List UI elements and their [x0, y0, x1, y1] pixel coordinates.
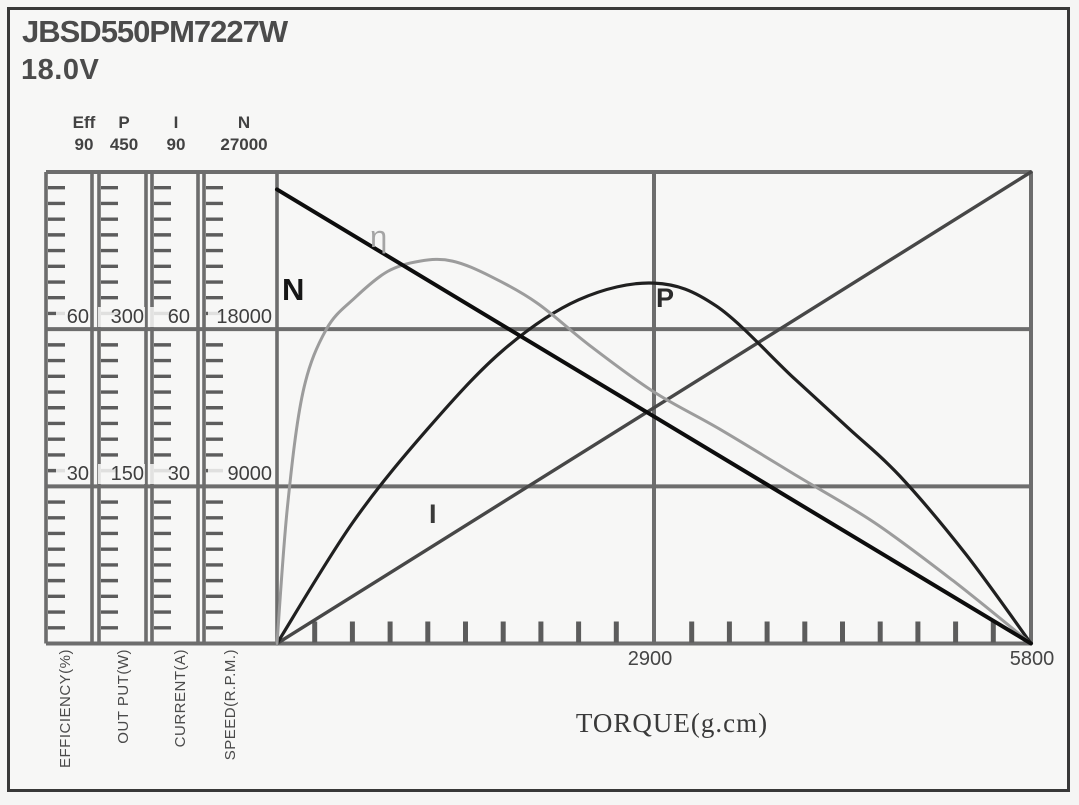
axis-max-value: 450 [109, 135, 139, 154]
curve-efficiency [275, 257, 1033, 645]
axis-low-value-current: 30 [150, 464, 191, 484]
curve-speed [275, 187, 1033, 646]
axis-name: N [237, 113, 251, 132]
axis-header-current: I 90 [126, 112, 226, 156]
axis-header-speed: N 27000 [194, 112, 294, 156]
x-tick-label-5800: 5800 [1009, 648, 1055, 670]
axis-mid-value-current: 60 [150, 307, 191, 327]
axis-mid-value-speed: 18000 [208, 307, 273, 327]
axis-unit-label-speed: SPEED(R.P.M.) [222, 649, 239, 761]
axis-low-value-efficiency: 30 [56, 464, 90, 484]
axis-mid-value-efficiency: 60 [56, 307, 90, 327]
axis-low-value-speed: 9000 [208, 464, 273, 484]
voltage-label: 18.0V [21, 54, 100, 86]
axis-unit-label-power: OUT PUT(W) [115, 649, 132, 744]
axis-unit-label-current: CURRENT(A) [172, 649, 189, 748]
x-tick-label-2900: 2900 [627, 648, 673, 670]
axis-max-value: 90 [166, 135, 186, 154]
axis-low-value-power: 150 [98, 464, 145, 484]
curve-label-efficiency: η [370, 219, 388, 254]
x-axis-title: TORQUE(g.cm) [575, 708, 769, 738]
axis-name: P [118, 113, 130, 132]
axis-mid-value-power: 300 [98, 307, 145, 327]
axis-name: Eff [72, 113, 96, 132]
curve-label-current: I [429, 499, 437, 529]
page-border-frame [7, 7, 1070, 792]
axis-unit-label-efficiency: EFFICIENCY(%) [57, 649, 74, 768]
axis-max-value: 27000 [220, 135, 268, 154]
axis-header-efficiency: Eff 90 [34, 112, 134, 156]
axis-header-power: P 450 [74, 112, 174, 156]
curve-label-power: P [656, 283, 675, 313]
axis-name: I [173, 113, 179, 132]
curve-output-power [275, 281, 1033, 646]
curve-current [275, 170, 1033, 646]
motor-model-title: JBSD550PM7227W [22, 14, 288, 49]
axis-max-value: 90 [74, 135, 94, 154]
curve-label-speed: N [282, 272, 305, 307]
